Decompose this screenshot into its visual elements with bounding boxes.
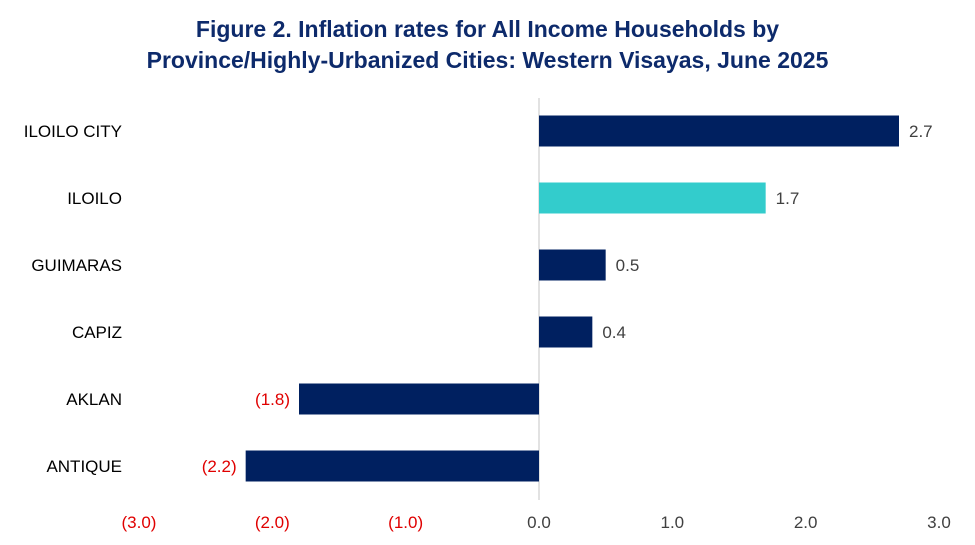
x-tick-label: 0.0: [527, 513, 551, 532]
data-label: (2.2): [202, 457, 237, 476]
data-label: 0.5: [616, 256, 640, 275]
bar: [539, 249, 606, 281]
bar: [539, 115, 899, 147]
x-tick-label: 3.0: [927, 513, 951, 532]
data-label: (1.8): [255, 390, 290, 409]
category-label: ILOILO CITY: [24, 122, 122, 141]
bar: [245, 450, 539, 482]
bar: [539, 182, 766, 214]
category-label: ILOILO: [67, 189, 122, 208]
x-tick-label: (1.0): [388, 513, 423, 532]
bar: [299, 383, 539, 415]
chart-title-line-2: Province/Highly-Urbanized Cities: Wester…: [146, 47, 829, 73]
category-label: GUIMARAS: [31, 256, 122, 275]
x-tick-label: (3.0): [122, 513, 157, 532]
data-label: 2.7: [909, 122, 933, 141]
data-label: 0.4: [602, 323, 626, 342]
x-tick-label: 1.0: [661, 513, 685, 532]
category-label: CAPIZ: [72, 323, 122, 342]
x-tick-label: 2.0: [794, 513, 818, 532]
chart-title: Figure 2. Inflation rates for All Income…: [0, 14, 975, 76]
x-tick-label: (2.0): [255, 513, 290, 532]
bar: [539, 316, 593, 348]
category-label: AKLAN: [66, 390, 122, 409]
category-label: ANTIQUE: [46, 457, 122, 476]
data-label: 1.7: [776, 189, 800, 208]
chart-title-line-1: Figure 2. Inflation rates for All Income…: [195, 16, 780, 42]
